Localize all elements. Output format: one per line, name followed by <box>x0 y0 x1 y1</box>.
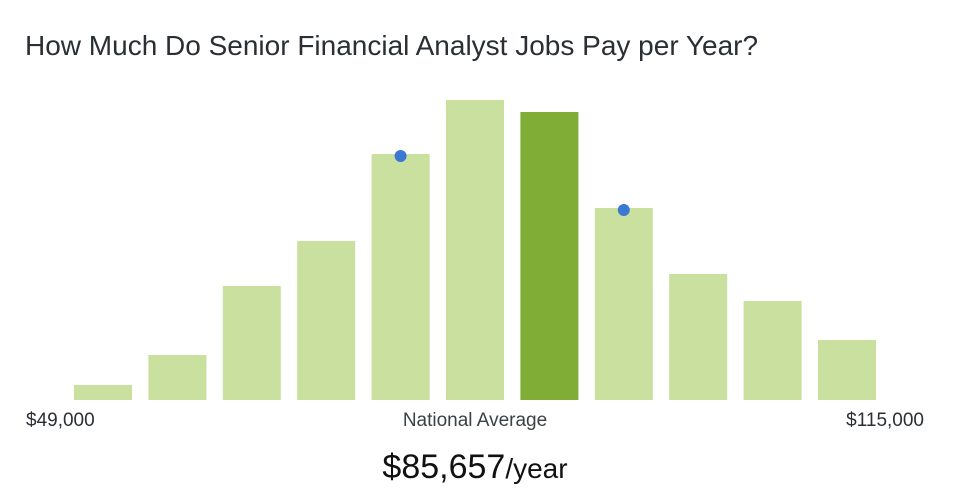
histogram-bar <box>74 385 132 400</box>
histogram-bar <box>669 274 728 400</box>
chart-title: How Much Do Senior Financial Analyst Job… <box>25 30 759 61</box>
histogram-bar <box>148 355 207 400</box>
average-salary: $85,657/year <box>382 448 567 487</box>
average-salary-amount: $85,657 <box>382 448 506 486</box>
histogram-bar <box>371 154 430 400</box>
histogram-bar <box>743 301 802 400</box>
national-average-label: National Average <box>402 410 548 431</box>
percentile-marker <box>394 150 407 162</box>
percentile-marker <box>617 204 630 216</box>
histogram-bar <box>594 208 653 400</box>
histogram-bar <box>818 340 876 400</box>
x-axis-min-label: $49,000 <box>26 410 95 431</box>
histogram-bar <box>446 100 504 400</box>
histogram-bar-average <box>520 112 579 400</box>
average-salary-unit: /year <box>505 453 568 484</box>
x-axis-max-label: $115,000 <box>846 410 924 431</box>
histogram-bar <box>297 241 356 400</box>
histogram-bar <box>222 286 281 400</box>
